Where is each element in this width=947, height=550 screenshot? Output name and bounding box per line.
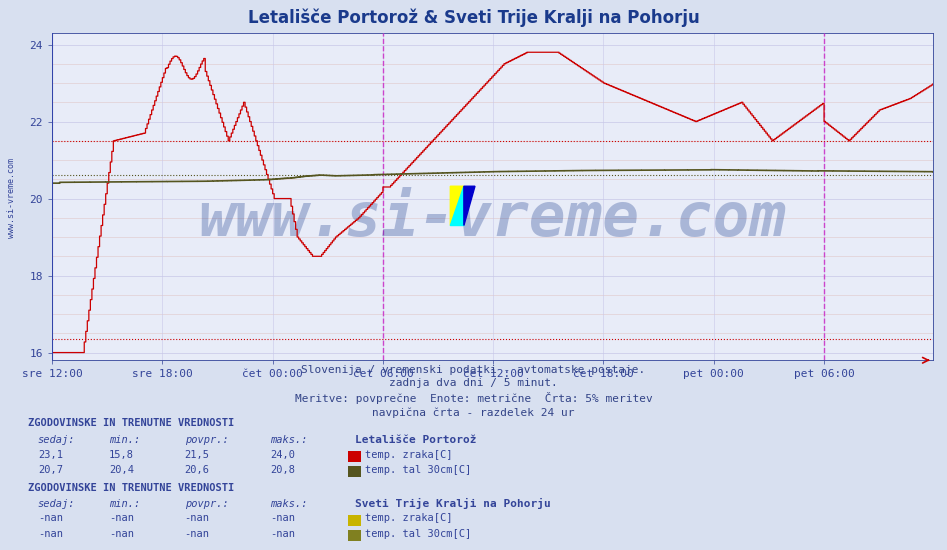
Text: temp. zraka[C]: temp. zraka[C]	[365, 513, 452, 524]
Text: temp. zraka[C]: temp. zraka[C]	[365, 449, 452, 460]
Text: Letališče Portorož & Sveti Trije Kralji na Pohorju: Letališče Portorož & Sveti Trije Kralji …	[247, 8, 700, 27]
Text: 20,7: 20,7	[38, 465, 63, 475]
Text: povpr.:: povpr.:	[185, 434, 228, 445]
Text: 20,6: 20,6	[185, 465, 209, 475]
Text: 24,0: 24,0	[270, 449, 295, 460]
Text: -nan: -nan	[270, 529, 295, 539]
Polygon shape	[464, 186, 475, 226]
Text: www.si-vreme.com: www.si-vreme.com	[7, 158, 16, 238]
Text: maks.:: maks.:	[270, 434, 308, 445]
Text: ZGODOVINSKE IN TRENUTNE VREDNOSTI: ZGODOVINSKE IN TRENUTNE VREDNOSTI	[28, 482, 235, 493]
Text: sedaj:: sedaj:	[38, 434, 76, 445]
Text: 20,8: 20,8	[270, 465, 295, 475]
Text: 23,1: 23,1	[38, 449, 63, 460]
Text: 21,5: 21,5	[185, 449, 209, 460]
Text: 20,4: 20,4	[109, 465, 134, 475]
Text: Slovenija / vremenski podatki - avtomatske postaje.
zadnja dva dni / 5 minut.
Me: Slovenija / vremenski podatki - avtomats…	[295, 365, 652, 419]
Text: temp. tal 30cm[C]: temp. tal 30cm[C]	[365, 529, 471, 539]
Text: 15,8: 15,8	[109, 449, 134, 460]
Text: povpr.:: povpr.:	[185, 499, 228, 509]
Text: -nan: -nan	[270, 513, 295, 524]
Text: maks.:: maks.:	[270, 499, 308, 509]
Text: sedaj:: sedaj:	[38, 499, 76, 509]
Text: www.si-vreme.com: www.si-vreme.com	[199, 190, 786, 249]
Polygon shape	[451, 186, 464, 226]
Text: ZGODOVINSKE IN TRENUTNE VREDNOSTI: ZGODOVINSKE IN TRENUTNE VREDNOSTI	[28, 418, 235, 428]
Text: Sveti Trije Kralji na Pohorju: Sveti Trije Kralji na Pohorju	[355, 498, 551, 509]
Text: -nan: -nan	[38, 513, 63, 524]
Text: temp. tal 30cm[C]: temp. tal 30cm[C]	[365, 465, 471, 475]
Text: Letališče Portorož: Letališče Portorož	[355, 434, 476, 445]
Text: -nan: -nan	[109, 529, 134, 539]
Polygon shape	[451, 186, 464, 226]
Text: -nan: -nan	[109, 513, 134, 524]
Text: min.:: min.:	[109, 434, 140, 445]
Text: -nan: -nan	[185, 513, 209, 524]
Text: -nan: -nan	[185, 529, 209, 539]
Text: -nan: -nan	[38, 529, 63, 539]
Text: min.:: min.:	[109, 499, 140, 509]
